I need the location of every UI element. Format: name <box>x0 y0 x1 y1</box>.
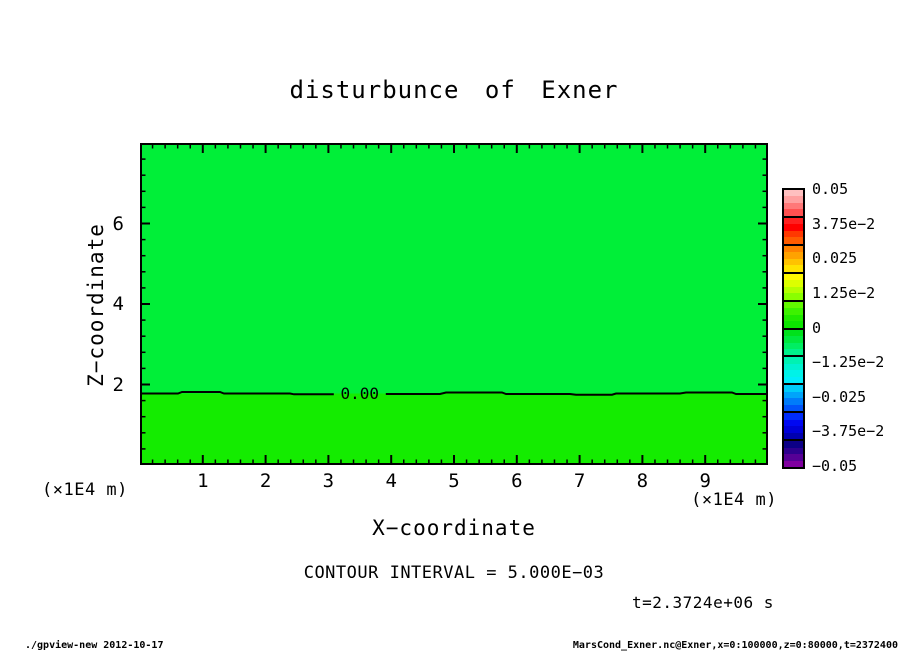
y-tick-label: 2 <box>112 373 124 396</box>
colorbar-block <box>784 243 803 272</box>
colorbar-stripe <box>784 376 803 384</box>
contour-interval-note: CONTOUR INTERVAL = 5.000E−03 <box>303 563 605 583</box>
time-note: t=2.3724e+06 s <box>632 593 774 612</box>
x-tick-label: 3 <box>322 470 335 492</box>
colorbar-block <box>784 215 803 244</box>
colorbar-stripe <box>784 441 803 448</box>
colorbar-stripe <box>784 209 803 216</box>
colorbar-stripe <box>784 357 803 364</box>
colorbar-stripe <box>784 258 803 266</box>
colorbar-stripe <box>784 413 803 420</box>
colorbar-label: −0.05 <box>812 457 858 475</box>
colorbar-label: −3.75e−2 <box>812 422 885 441</box>
colorbar-stripe <box>784 308 803 315</box>
colorbar-stripe <box>784 293 803 300</box>
axis-unit-left: (×1E4 m) <box>42 480 128 500</box>
colorbar-stripe <box>784 419 803 427</box>
x-tick-label: 1 <box>197 470 209 492</box>
colorbar-block <box>784 271 803 300</box>
colorbar-block <box>784 439 803 468</box>
colorbar-stripe <box>784 460 803 468</box>
colorbar-stripe <box>784 454 803 461</box>
colorbar-stripe <box>784 202 803 210</box>
colorbar-stripe <box>784 398 803 405</box>
colorbar-stripe <box>784 404 803 412</box>
x-axis-label: X−coordinate <box>372 516 536 540</box>
colorbar-stripe <box>784 426 803 433</box>
fill-below-zero <box>140 393 768 465</box>
contour-label: 0.00 <box>341 384 380 403</box>
colorbar-block <box>784 383 803 412</box>
y-tick-label: 4 <box>112 293 124 315</box>
y-tick-label: 6 <box>112 212 124 235</box>
colorbar <box>782 188 805 469</box>
colorbar-stripe <box>784 190 803 197</box>
x-tick-label: 4 <box>385 470 397 492</box>
colorbar-label: 0.05 <box>812 180 849 198</box>
colorbar-block <box>784 411 803 440</box>
x-tick-label: 9 <box>699 470 711 492</box>
y-tick-labels: 2 4 6 <box>90 143 132 465</box>
colorbar-stripe <box>784 265 803 272</box>
colorbar-stripe <box>784 336 803 343</box>
x-tick-label: 8 <box>636 470 649 492</box>
x-tick-label: 6 <box>511 470 523 492</box>
colorbar-stripe <box>784 432 803 440</box>
colorbar-stripe <box>784 252 803 259</box>
x-tick-label: 5 <box>448 470 460 492</box>
fill-above-zero <box>140 143 768 394</box>
colorbar-labels: 0.05 3.75e−2 0.025 1.25e−2 0 −1.25e−2 −0.025 −3… <box>812 180 902 475</box>
x-tick-labels: 1 2 3 4 5 6 7 8 9 <box>140 470 768 494</box>
plot-area: 0.00 <box>140 143 768 465</box>
colorbar-stripe <box>784 385 803 392</box>
colorbar-stripe <box>784 237 803 244</box>
x-tick-label: 2 <box>259 470 272 492</box>
colorbar-label: 1.25e−2 <box>812 283 876 302</box>
colorbar-stripe <box>784 245 803 253</box>
colorbar-block <box>784 190 803 216</box>
axis-unit-right: (×1E4 m) <box>691 490 777 510</box>
colorbar-stripe <box>784 273 803 281</box>
colorbar-label: 3.75e−2 <box>812 214 876 233</box>
colorbar-stripe <box>784 348 803 356</box>
colorbar-block <box>784 299 803 328</box>
zero-contour-line <box>385 391 768 396</box>
footer-command: ./gpview-new 2012-10-17 <box>25 640 164 651</box>
colorbar-stripe <box>784 321 803 328</box>
colorbar-label: −1.25e−2 <box>812 353 885 372</box>
colorbar-stripe <box>784 391 803 399</box>
plot-frame <box>140 143 768 465</box>
zero-contour-line <box>140 391 334 396</box>
colorbar-label: −0.025 <box>812 387 867 406</box>
colorbar-stripe <box>784 447 803 455</box>
colorbar-block <box>784 327 803 356</box>
footer-datasource: MarsCond_Exner.nc@Exner,x=0:100000,z=0:8… <box>572 640 898 651</box>
colorbar-stripe <box>784 217 803 225</box>
figure-title: disturbunce of Exner <box>289 76 619 104</box>
colorbar-stripe <box>784 286 803 294</box>
colorbar-stripe <box>784 280 803 287</box>
colorbar-stripe <box>784 314 803 322</box>
colorbar-stripe <box>784 329 803 337</box>
colorbar-block <box>784 355 803 384</box>
colorbar-stripe <box>784 363 803 371</box>
colorbar-stripe <box>784 230 803 238</box>
x-tick-label: 7 <box>573 470 586 492</box>
colorbar-stripe <box>784 370 803 377</box>
colorbar-stripe <box>784 342 803 349</box>
colorbar-stripe <box>784 196 803 203</box>
colorbar-stripe <box>784 301 803 309</box>
colorbar-stripe <box>784 224 803 231</box>
colorbar-label: 0.025 <box>812 249 858 268</box>
colorbar-label: 0 <box>812 318 822 337</box>
